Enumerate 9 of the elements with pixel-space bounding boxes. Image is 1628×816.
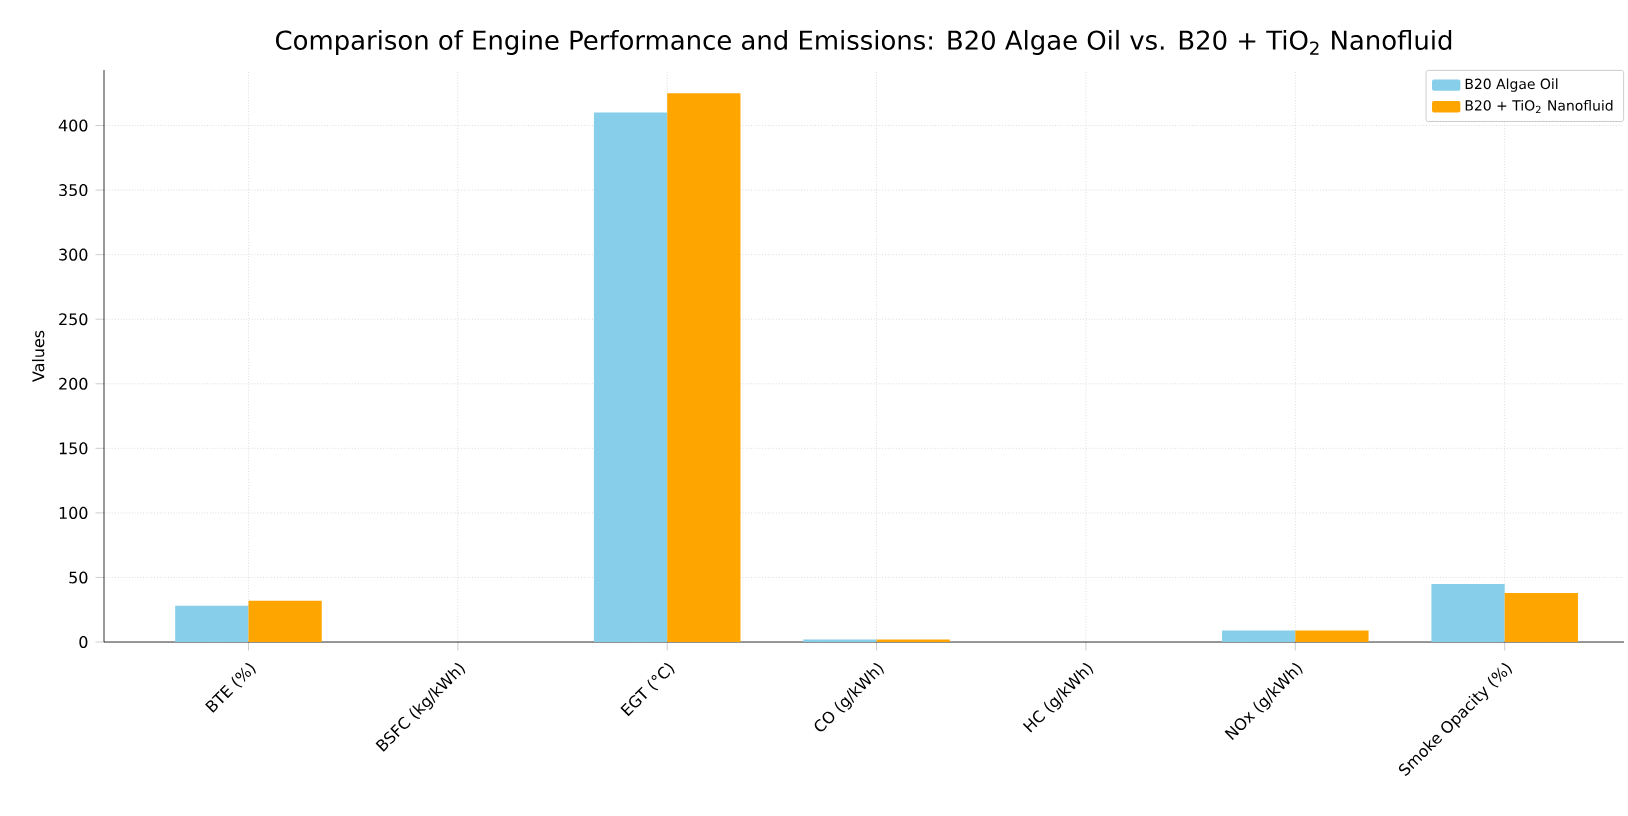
bar bbox=[1504, 592, 1578, 643]
bar bbox=[593, 112, 668, 643]
chart-title: Comparison of Engine Performance and Emissions: B20 Algae Oil vs. B20 + TiO$_{2}$ Nanofluid bbox=[276, 29, 1452, 55]
bar bbox=[1222, 630, 1296, 643]
bar bbox=[248, 600, 322, 643]
bar bbox=[175, 605, 249, 643]
bar bbox=[667, 93, 741, 643]
bar bbox=[1431, 583, 1505, 643]
bar bbox=[1295, 630, 1369, 643]
